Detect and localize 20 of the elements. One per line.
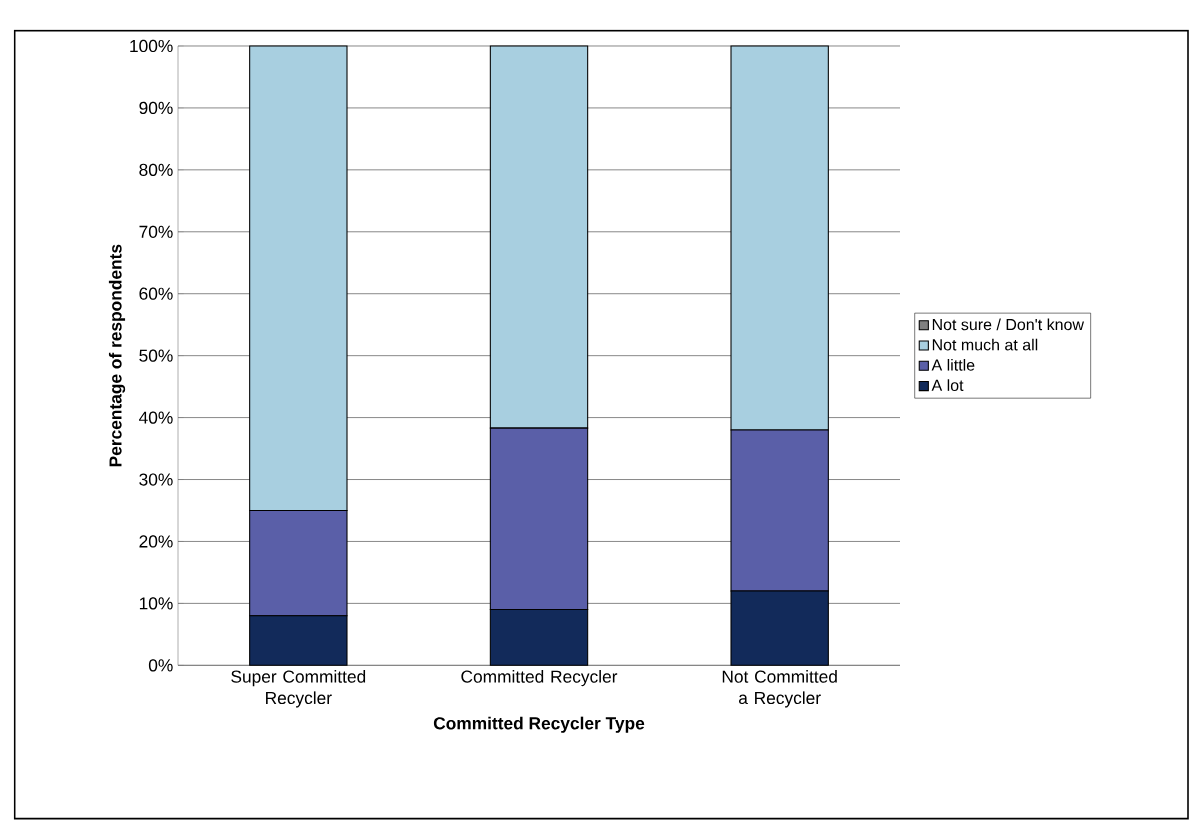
legend-label: Not sure / Don't know [932, 318, 1085, 331]
y-tick-label: 90% [139, 101, 173, 115]
x-tick-label: Super Committed Recycler [231, 670, 366, 708]
legend-label: A lot [931, 379, 964, 391]
legend-label: A little [931, 359, 975, 371]
y-tick-label: 80% [139, 163, 173, 176]
x-tick-label: Not Committed a Recycler [722, 670, 837, 708]
y-tick-label: 20% [139, 535, 173, 548]
y-tick-label: 70% [139, 225, 173, 238]
y-tick-label: 30% [139, 473, 173, 486]
y-tick-label: 60% [139, 287, 173, 300]
legend-label: Not much at all [932, 338, 1038, 351]
y-tick-label: 100% [130, 39, 173, 53]
x-tick-label: Committed Recycler [461, 670, 618, 687]
y-tick-label: 0% [148, 659, 173, 672]
y-tick-label: 50% [139, 349, 173, 362]
y-tick-label: 10% [139, 597, 173, 610]
x-axis-title: Committed Recycler Type [433, 716, 645, 733]
y-tick-label: 40% [139, 411, 173, 424]
y-axis-title: Percentage of respondents [108, 244, 126, 467]
